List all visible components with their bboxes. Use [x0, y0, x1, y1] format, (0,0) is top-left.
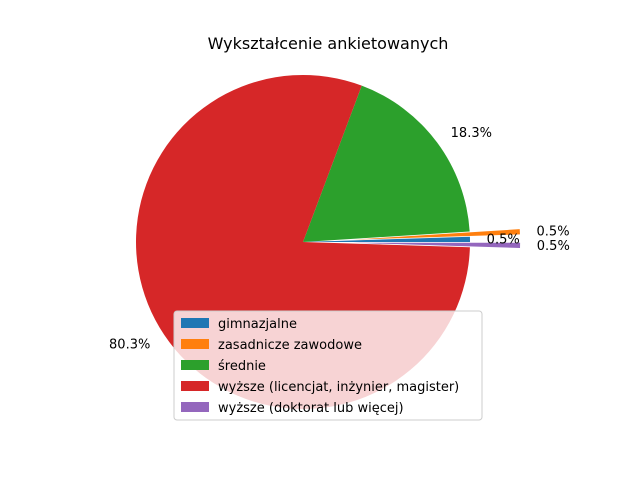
slice-percent-label: 0.5% [537, 224, 570, 239]
percent-labels: 0.5%0.5%18.3%80.3%0.5% [109, 126, 570, 352]
slice-percent-label: 0.5% [537, 239, 570, 254]
legend-swatch [181, 339, 209, 349]
legend-label: wyższe (doktorat lub więcej) [218, 401, 404, 416]
legend-label: średnie [218, 359, 266, 374]
legend: gimnazjalne zasadnicze zawodowe średnie wyż… [173, 310, 483, 421]
legend-label: zasadnicze zawodowe [218, 338, 362, 353]
pie-slice-2 [303, 85, 470, 242]
slice-percent-label: 80.3% [109, 338, 150, 353]
legend-swatch [181, 360, 209, 370]
legend-swatch [181, 318, 209, 328]
legend-swatch [181, 402, 209, 412]
pie-slice-1 [353, 229, 520, 240]
chart-title: Wykształcenie ankietowanych [208, 34, 449, 53]
legend-label: wyższe (licencjat, inżynier, magister) [218, 380, 459, 395]
pie-slice-0 [303, 236, 470, 242]
slice-percent-label: 18.3% [451, 126, 492, 141]
legend-label: gimnazjalne [218, 317, 297, 332]
legend-swatch [181, 381, 209, 391]
pie-slice-4 [353, 242, 521, 249]
slice-percent-label: 0.5% [487, 233, 520, 248]
legend-box [173, 310, 483, 421]
